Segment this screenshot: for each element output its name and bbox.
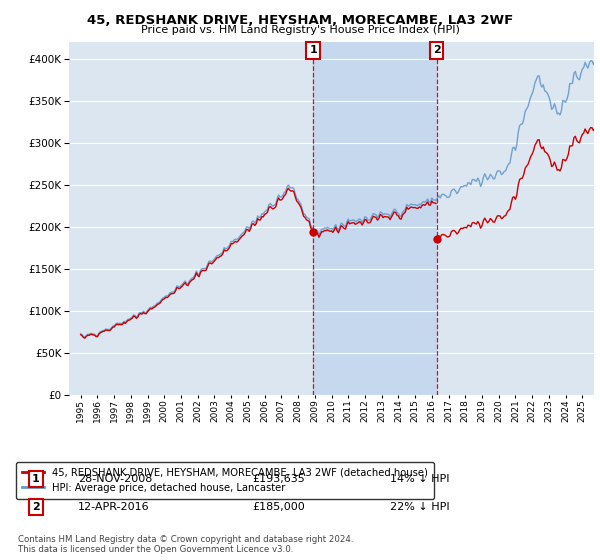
- Text: 45, REDSHANK DRIVE, HEYSHAM, MORECAMBE, LA3 2WF: 45, REDSHANK DRIVE, HEYSHAM, MORECAMBE, …: [87, 14, 513, 27]
- Text: 12-APR-2016: 12-APR-2016: [78, 502, 149, 512]
- Text: 1: 1: [32, 474, 40, 484]
- Text: 22% ↓ HPI: 22% ↓ HPI: [390, 502, 449, 512]
- Bar: [313, 42, 436, 395]
- Text: Price paid vs. HM Land Registry's House Price Index (HPI): Price paid vs. HM Land Registry's House …: [140, 25, 460, 35]
- Text: 2: 2: [433, 45, 440, 55]
- Text: £193,635: £193,635: [252, 474, 305, 484]
- Text: 28-NOV-2008: 28-NOV-2008: [78, 474, 152, 484]
- Text: Contains HM Land Registry data © Crown copyright and database right 2024.
This d: Contains HM Land Registry data © Crown c…: [18, 535, 353, 554]
- Text: 2: 2: [32, 502, 40, 512]
- Text: 14% ↓ HPI: 14% ↓ HPI: [390, 474, 449, 484]
- Text: £185,000: £185,000: [252, 502, 305, 512]
- Legend: 45, REDSHANK DRIVE, HEYSHAM, MORECAMBE, LA3 2WF (detached house), HPI: Average p: 45, REDSHANK DRIVE, HEYSHAM, MORECAMBE, …: [16, 461, 434, 498]
- Text: 1: 1: [310, 45, 317, 55]
